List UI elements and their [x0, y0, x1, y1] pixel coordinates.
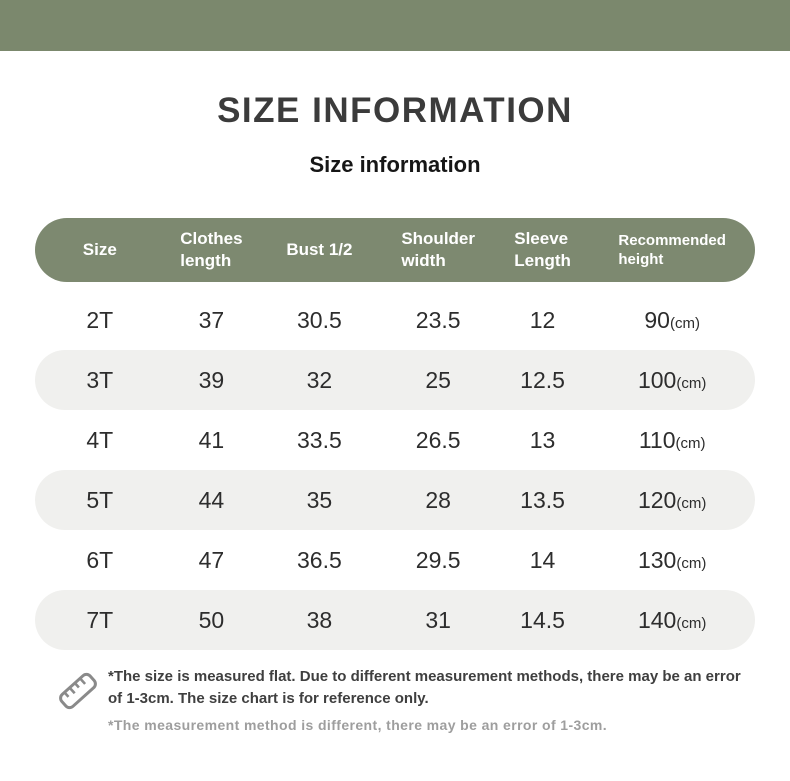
- cell-clothes-length: 44: [198, 486, 225, 513]
- cell-bust: 30.5: [297, 306, 342, 333]
- cell-clothes-length: 47: [198, 546, 225, 573]
- table-row: 3T 39 32 25 12.5 100 (cm): [35, 350, 755, 410]
- cell-bust: 33.5: [297, 426, 342, 453]
- cell-recommended-height: 140 (cm): [637, 606, 707, 633]
- column-header-size: Size: [82, 240, 117, 259]
- cell-clothes-length: 50: [198, 606, 225, 633]
- cell-recommended-height: 90 (cm): [644, 306, 700, 333]
- cell-size: 6T: [86, 546, 114, 573]
- cell-shoulder-width: 29.5: [415, 546, 461, 573]
- column-header-shoulder-width: Shoulder width: [401, 228, 475, 270]
- table-row: 4T 41 33.5 26.5 13 110 (cm): [35, 410, 755, 470]
- cell-clothes-length: 39: [198, 366, 225, 393]
- unit-label: (cm): [676, 614, 707, 632]
- table-row: 6T 47 36.5 29.5 14 130 (cm): [35, 530, 755, 590]
- unit-label: (cm): [669, 314, 700, 332]
- footnote-texts: *The size is measured flat. Due to diffe…: [108, 666, 758, 733]
- cell-size: 2T: [86, 306, 114, 333]
- cell-bust: 35: [306, 486, 333, 513]
- cell-recommended-height: 130 (cm): [637, 546, 707, 573]
- page-title: SIZE INFORMATION: [217, 91, 573, 130]
- unit-label: (cm): [676, 554, 707, 572]
- page-subtitle: Size information: [309, 152, 481, 177]
- ruler-icon: [56, 666, 108, 719]
- cell-bust: 32: [306, 366, 333, 393]
- footnote-primary: *The size is measured flat. Due to diffe…: [108, 668, 741, 707]
- size-table-header: Size Clothes length Bust 1/2 Shoulder wi…: [35, 218, 755, 282]
- table-row: 5T 44 35 28 13.5 120 (cm): [35, 470, 755, 530]
- cell-size: 3T: [86, 366, 114, 393]
- cell-shoulder-width: 28: [425, 486, 451, 513]
- cell-clothes-length: 37: [198, 306, 225, 333]
- cell-sleeve-length: 14: [529, 546, 556, 573]
- cell-sleeve-length: 12.5: [520, 366, 565, 393]
- cell-shoulder-width: 26.5: [415, 426, 461, 453]
- column-header-sleeve-length: Sleeve Length: [514, 228, 571, 270]
- cell-size: 4T: [86, 426, 114, 453]
- cell-sleeve-length: 13: [529, 426, 556, 453]
- column-header-clothes-length: Clothes length: [180, 228, 243, 270]
- cell-size: 7T: [86, 606, 114, 633]
- cell-shoulder-width: 31: [425, 606, 451, 633]
- cell-sleeve-length: 14.5: [520, 606, 565, 633]
- cell-clothes-length: 41: [198, 426, 225, 453]
- footnote-secondary: *The measurement method is different, th…: [108, 716, 608, 733]
- unit-label: (cm): [675, 434, 706, 452]
- cell-sleeve-length: 13.5: [520, 486, 565, 513]
- cell-bust: 38: [306, 606, 333, 633]
- cell-recommended-height: 110 (cm): [638, 426, 706, 453]
- top-banner: [0, 0, 790, 51]
- cell-bust: 36.5: [297, 546, 342, 573]
- unit-label: (cm): [676, 494, 707, 512]
- column-header-bust: Bust 1/2: [286, 240, 353, 259]
- cell-shoulder-width: 23.5: [415, 306, 461, 333]
- cell-recommended-height: 120 (cm): [637, 486, 707, 513]
- table-row: 7T 50 38 31 14.5 140 (cm): [35, 590, 755, 650]
- cell-size: 5T: [86, 486, 114, 513]
- table-row: 2T 37 30.5 23.5 12 90 (cm): [35, 290, 755, 350]
- size-table: Size Clothes length Bust 1/2 Shoulder wi…: [35, 218, 755, 650]
- unit-label: (cm): [676, 374, 707, 392]
- column-header-recommended-height: Recommended height: [618, 231, 726, 269]
- footnotes: *The size is measured flat. Due to diffe…: [56, 666, 758, 733]
- cell-shoulder-width: 25: [425, 366, 451, 393]
- cell-recommended-height: 100 (cm): [637, 366, 707, 393]
- cell-sleeve-length: 12: [529, 306, 556, 333]
